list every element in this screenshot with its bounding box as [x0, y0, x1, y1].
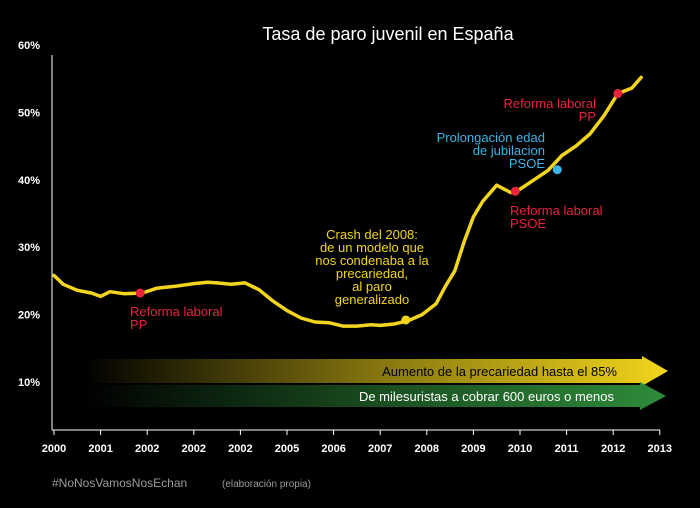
event-annotation-line: Crash del 2008:	[326, 227, 418, 242]
y-tick-label: 60%	[18, 40, 40, 52]
event-marker	[510, 186, 520, 196]
y-tick-label: 30%	[18, 242, 40, 254]
event-marker	[401, 315, 411, 325]
event-annotation-line: PP	[579, 109, 596, 124]
event-annotation: Reforma laboral PP	[504, 96, 597, 124]
x-tick-label: 2005	[275, 443, 299, 455]
event-annotation-line: Prolongación edad	[437, 130, 545, 145]
y-tick-label: 20%	[18, 310, 40, 322]
event-annotation: Prolongación edad de jubilacion PSOE	[437, 130, 546, 171]
event-annotation: Reforma laboral PSOE	[510, 203, 603, 231]
event-annotation: Reforma laboral PP	[130, 304, 223, 332]
event-annotation-line: PP	[130, 317, 147, 332]
event-marker	[552, 165, 562, 175]
footer-hashtag: #NoNosVamosNosEchan	[52, 476, 187, 490]
trend-arrow	[84, 382, 666, 410]
trend-arrow	[84, 356, 668, 386]
event-annotation-line: generalizado	[335, 292, 409, 307]
event-annotation: Crash del 2008: de un modelo que nos conde…	[315, 227, 429, 307]
x-tick-label: 2006	[321, 443, 345, 455]
event-annotation-line: Reforma laboral	[504, 96, 597, 111]
event-annotation-line: PSOE	[510, 216, 546, 231]
trend-arrow-label: Aumento de la precariedad hasta el 85%	[382, 364, 617, 379]
x-tick-label: 2010	[508, 443, 532, 455]
x-tick-label: 2000	[42, 443, 66, 455]
event-marker	[135, 288, 145, 298]
y-tick-label: 10%	[18, 377, 40, 389]
event-annotation-line: al paro	[352, 279, 392, 294]
x-tick-label: 2009	[461, 443, 485, 455]
event-annotation-line: Reforma laboral	[510, 203, 603, 218]
x-tick-label: 2001	[88, 443, 112, 455]
x-axis: 2000 2001 2002 2002 2002 2005 2006 2007 2008 2009…	[42, 430, 672, 455]
trend-arrows: Aumento de la precariedad hasta el 85% De…	[84, 356, 668, 410]
x-tick-label: 2002	[228, 443, 252, 455]
event-annotation-line: Reforma laboral	[130, 304, 223, 319]
x-tick-label: 2012	[601, 443, 625, 455]
y-tick-label: 50%	[18, 107, 40, 119]
chart-title: Tasa de paro juvenil en España	[262, 24, 514, 44]
event-marker	[613, 89, 623, 99]
event-annotation-line: de jubilacion	[473, 143, 545, 158]
x-tick-label: 2008	[415, 443, 439, 455]
event-annotation-line: de un modelo que	[320, 240, 424, 255]
y-axis: 10% 20% 30% 40% 50% 60%	[18, 40, 40, 389]
x-tick-label: 2002	[182, 443, 206, 455]
series-line	[52, 75, 643, 328]
event-annotation-line: nos condenaba a la	[315, 253, 429, 268]
x-tick-label: 2007	[368, 443, 392, 455]
y-tick-label: 40%	[18, 175, 40, 187]
event-annotation-line: PSOE	[509, 156, 545, 171]
x-tick-label: 2013	[648, 443, 672, 455]
event-annotation-line: precariedad,	[336, 266, 408, 281]
x-tick-label: 2011	[555, 443, 579, 455]
x-tick-label: 2002	[135, 443, 159, 455]
trend-arrow-label: De milesuristas a cobrar 600 euros o men…	[359, 389, 615, 404]
footer-note: (elaboración propia)	[222, 479, 311, 490]
